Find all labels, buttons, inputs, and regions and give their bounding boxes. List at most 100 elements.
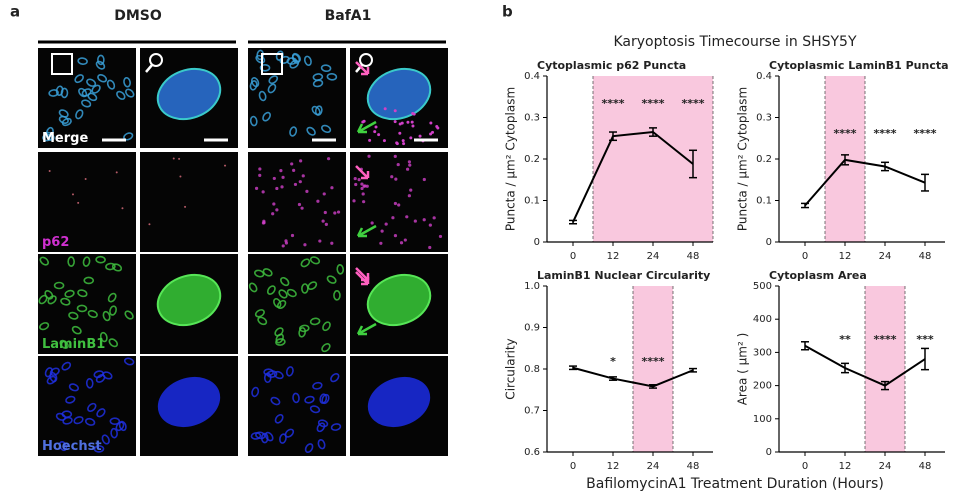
nucleus [39,256,49,266]
nucleus [309,317,321,326]
puncta [393,109,397,113]
nucleus [53,281,65,290]
nucleus [330,423,342,431]
nucleus [73,416,84,425]
puncta [322,192,326,196]
puncta [258,167,262,171]
line [572,130,694,223]
y-tick-label: 0.1 [756,196,772,207]
puncta [77,201,80,204]
puncta [224,164,227,167]
x-tick-label: 24 [879,251,892,262]
magnifier [145,64,153,73]
nucleus [322,321,331,332]
puncta [377,133,381,137]
nucleus [123,132,134,141]
nucleus [156,273,222,327]
puncta [361,192,365,196]
puncta [275,186,279,191]
column-header: DMSO [114,8,162,24]
nucleus [336,264,345,275]
puncta [172,157,175,160]
puncta [272,202,276,206]
significance: **** [873,127,896,140]
nucleus [95,60,106,70]
nucleus [108,338,119,348]
puncta [405,215,409,219]
puncta [422,218,426,222]
puncta [393,120,397,124]
nucleus [124,310,134,320]
nucleus [330,373,340,383]
nucleus [109,305,117,316]
nucleus [274,327,284,337]
nucleus [258,90,267,102]
nucleus [95,255,106,264]
line [572,366,694,388]
y-tick-label: 0.4 [756,71,772,82]
puncta [362,184,366,188]
nucleus [102,371,113,380]
puncta [393,201,398,206]
nucleus [251,386,260,398]
puncta [384,222,388,226]
puncta [178,157,181,160]
y-tick-label: 0.4 [524,71,540,82]
puncta [370,221,374,225]
nucleus [87,402,97,412]
nucleus [279,433,287,444]
nucleus [102,310,111,322]
nucleus [320,64,332,73]
puncta [293,182,298,187]
puncta [398,131,402,135]
nucleus [45,126,54,138]
nucleus [110,427,118,439]
y-tick-label: 100 [753,414,772,425]
highlight-region [633,286,673,452]
nucleus [292,392,300,404]
magnifier [149,53,163,67]
y-tick-label: 0.3 [756,113,772,124]
puncta [303,243,307,247]
puncta [432,216,436,220]
nucleus [259,64,271,72]
nucleus [317,419,329,428]
puncta [393,234,398,238]
nucleus [99,331,108,343]
nucleus [38,294,48,305]
puncta [396,162,400,167]
nucleus [45,131,55,141]
puncta [330,241,334,245]
x-tick-label: 12 [607,251,620,262]
nucleus [76,304,88,313]
nucleus [309,256,321,265]
nucleus [84,417,96,426]
significance: **** [641,355,664,368]
nucleus [111,263,123,272]
y-axis-label: Puncta / μm² Cytoplasm [736,87,750,231]
puncta [429,121,433,125]
puncta [418,134,422,138]
puncta [148,223,151,226]
puncta [290,233,295,238]
puncta [279,169,283,173]
puncta [333,211,337,215]
nucleus [68,311,79,320]
nucleus [109,417,121,426]
x-tick-label: 0 [570,461,576,472]
puncta [318,239,322,243]
puncta [428,223,432,227]
y-tick-label: 0 [534,237,540,248]
arrow [355,271,370,286]
y-tick-label: 500 [753,281,772,292]
puncta [326,157,331,161]
nucleus [285,366,294,377]
puncta [272,176,276,181]
nucleus [86,78,97,87]
arrow [356,224,377,238]
puncta [284,239,288,243]
chart-title: Cytoplasmic p62 Puncta [537,59,686,72]
micrograph [38,152,136,252]
nucleus [68,383,79,392]
puncta [290,162,294,166]
